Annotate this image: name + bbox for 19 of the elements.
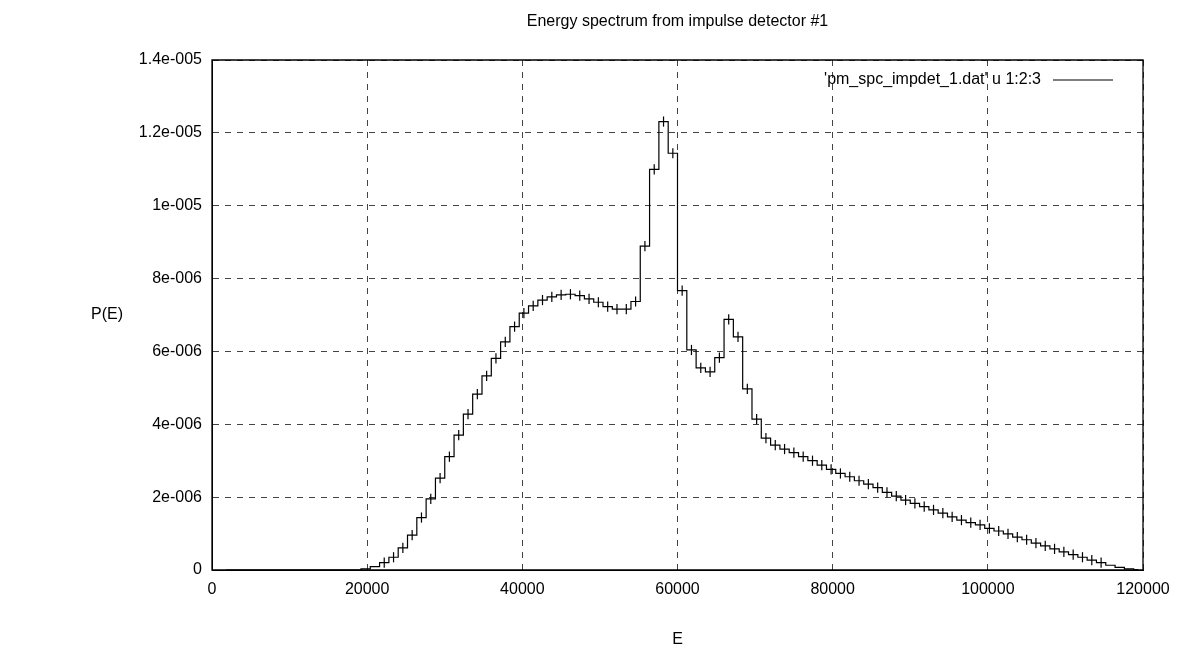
y-axis-title: P(E) [91, 305, 123, 323]
x-tick-label: 40000 [500, 580, 545, 598]
x-tick-label: 80000 [810, 580, 856, 598]
x-tick-label: 20000 [344, 580, 390, 598]
x-tick-label: 0 [207, 580, 217, 598]
y-tick-label: 1.2e-005 [138, 123, 203, 141]
chart-title: Energy spectrum from impulse detector #1 [526, 12, 829, 30]
y-tick-label: 6e-006 [152, 341, 203, 359]
y-tick-label: 1e-005 [152, 196, 203, 214]
legend-label: 'pm_spc_impdet_1.dat' u 1:2:3 [824, 70, 1042, 89]
x-tick-label: 60000 [655, 580, 700, 598]
x-tick-label: 100000 [961, 580, 1015, 598]
y-tick-label: 4e-006 [152, 414, 203, 432]
x-axis-title: E [672, 630, 683, 647]
y-tick-label: 2e-006 [152, 487, 203, 505]
y-tick-label: 0 [193, 560, 203, 578]
y-tick-label: 1.4e-005 [138, 50, 203, 68]
x-tick-label: 120000 [1116, 580, 1170, 598]
y-tick-label: 8e-006 [152, 268, 203, 286]
